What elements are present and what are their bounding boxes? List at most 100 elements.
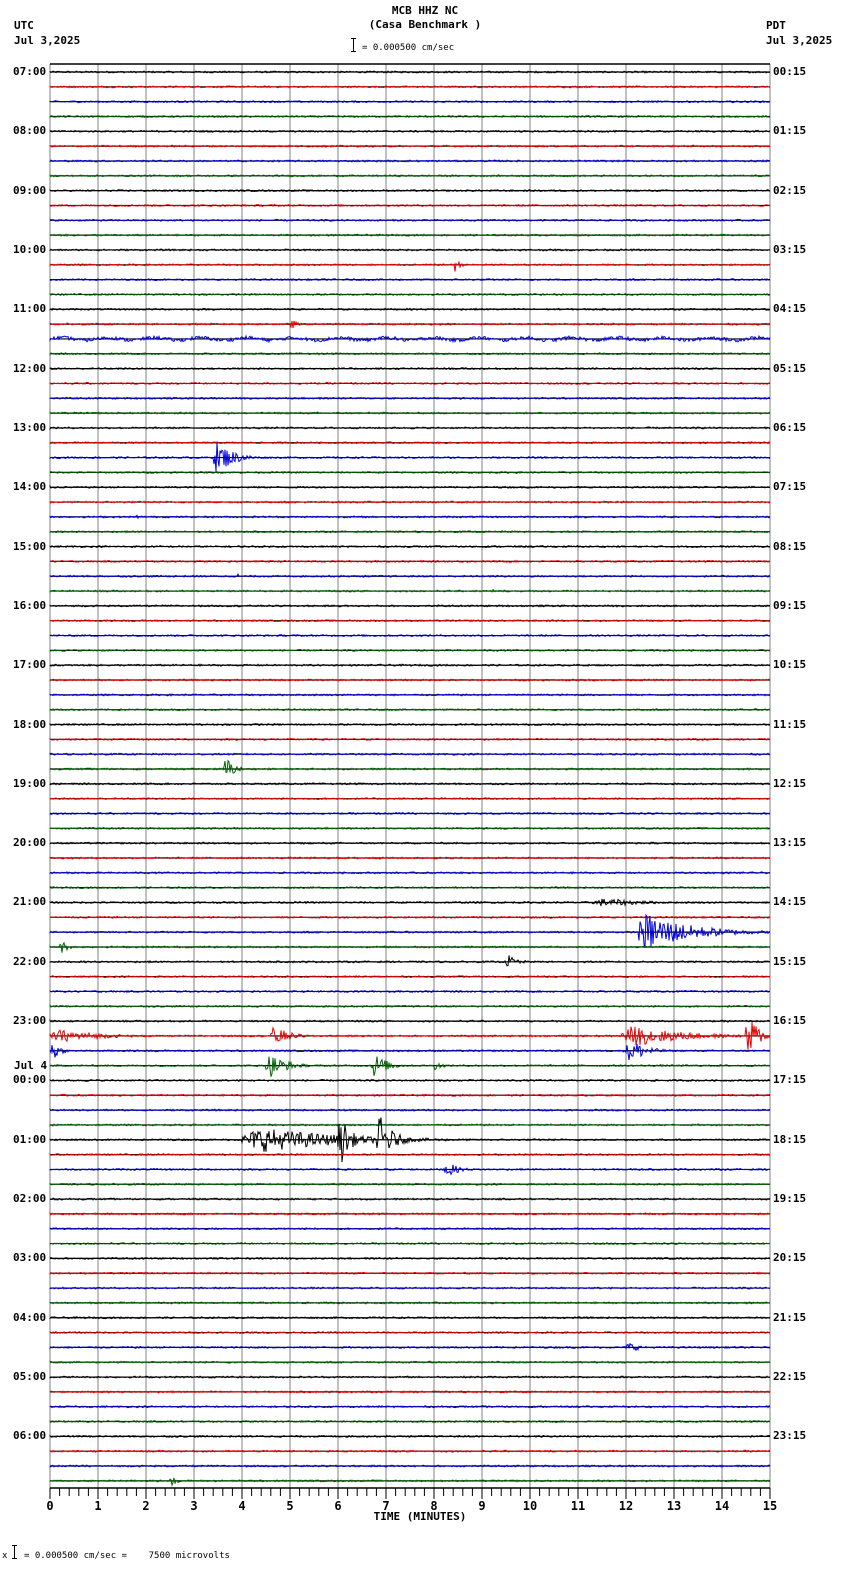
utc-hour-label: 05:00 (13, 1370, 47, 1384)
seismic-trace (49, 307, 771, 312)
x-tick-label: 9 (478, 1499, 485, 1513)
seismic-trace (49, 84, 771, 89)
seismic-trace (49, 1375, 771, 1379)
seismic-trace (49, 1330, 771, 1335)
seismic-trace (49, 1182, 771, 1187)
seismic-trace (49, 1078, 771, 1083)
seismic-trace (49, 898, 771, 907)
seismic-trace (49, 514, 771, 520)
pdt-hour-label: 01:15 (773, 124, 807, 138)
station-title: MCB HHZ NC (391, 4, 459, 17)
x-tick-label: 6 (334, 1499, 341, 1513)
utc-hour-label: 23:00 (13, 1014, 47, 1028)
seismic-trace (49, 500, 771, 504)
seismic-trace (49, 188, 771, 193)
seismic-trace (49, 707, 771, 712)
utc-hour-label: 17:00 (13, 658, 47, 672)
seismic-trace (49, 759, 771, 774)
seismic-trace (49, 737, 771, 742)
seismic-trace (49, 218, 771, 223)
x-axis-label: TIME (MINUTES) (373, 1510, 467, 1523)
seismic-trace (49, 1449, 771, 1453)
seismic-trace (49, 1003, 771, 1009)
pdt-hour-label: 13:15 (773, 836, 807, 850)
seismic-trace (49, 1107, 771, 1112)
x-tick-label: 5 (286, 1499, 293, 1513)
seismic-trace (49, 260, 771, 272)
utc-hour-label: 04:00 (13, 1310, 47, 1324)
seismic-trace (49, 426, 771, 431)
pdt-hour-label: 20:15 (773, 1251, 807, 1265)
x-tick-label: 3 (190, 1499, 197, 1513)
pdt-hour-label: 21:15 (773, 1310, 807, 1324)
x-tick-label: 10 (523, 1499, 537, 1513)
seismic-trace (49, 811, 771, 816)
pdt-hour-label: 06:15 (773, 420, 807, 434)
seismic-trace (49, 1419, 771, 1424)
utc-hour-label: 18:00 (13, 717, 47, 731)
seismic-trace (49, 173, 771, 178)
pdt-hour-label: 17:15 (773, 1073, 807, 1087)
seismic-trace (49, 233, 771, 237)
seismic-trace (49, 722, 771, 727)
utc-hour-label: 11:00 (13, 302, 47, 316)
utc-hour-label: 10:00 (13, 242, 47, 256)
x-tick-label: 15 (763, 1499, 777, 1513)
seismic-trace (49, 870, 771, 875)
utc-hour-label: 02:00 (13, 1192, 47, 1206)
seismic-trace (49, 573, 771, 579)
seismic-trace (49, 989, 770, 994)
seismic-trace (49, 411, 771, 415)
seismic-trace (49, 129, 771, 134)
seismic-trace (49, 1342, 771, 1352)
utc-hour-label: 07:00 (13, 65, 47, 78)
pdt-hour-label: 10:15 (773, 658, 807, 672)
seismic-trace (49, 440, 771, 445)
seismic-trace (49, 1056, 771, 1077)
seismic-trace (49, 1241, 770, 1246)
pdt-hour-label: 00:15 (773, 65, 807, 78)
seismic-trace (49, 1226, 771, 1231)
seismic-trace (49, 144, 771, 148)
seismic-trace (49, 1464, 771, 1468)
seismic-trace (49, 955, 771, 967)
seismic-trace (49, 529, 771, 534)
seismic-trace (49, 913, 771, 949)
pdt-hour-label: 03:15 (773, 242, 807, 256)
pdt-hour-label: 02:15 (773, 183, 807, 197)
x-tick-label: 11 (571, 1499, 585, 1513)
footer-prefix: x (2, 1551, 8, 1561)
pdt-hour-label: 19:15 (773, 1192, 807, 1206)
x-tick-label: 4 (238, 1499, 245, 1513)
seismic-trace (49, 826, 771, 831)
seismic-trace (49, 203, 771, 208)
utc-hour-label: 09:00 (13, 183, 47, 197)
seismic-trace (49, 70, 771, 74)
date-change-label: Jul 4 (14, 1059, 48, 1073)
seismic-trace (49, 1093, 771, 1098)
station-location: (Casa Benchmark ) (368, 18, 482, 31)
right-date: Jul 3,2025 (766, 34, 833, 47)
utc-hour-label: 06:00 (13, 1429, 47, 1443)
seismic-trace (49, 292, 771, 297)
seismic-trace (49, 99, 771, 104)
utc-hour-label: 03:00 (13, 1251, 47, 1265)
pdt-hour-label: 23:15 (773, 1429, 807, 1443)
utc-hour-label: 20:00 (13, 836, 47, 850)
pdt-hour-label: 09:15 (773, 598, 807, 612)
utc-hour-label: 22:00 (13, 954, 47, 968)
seismic-trace (49, 320, 771, 329)
utc-hour-label: 15:00 (13, 539, 47, 553)
seismic-trace (49, 618, 771, 623)
pdt-hour-label: 12:15 (773, 776, 807, 790)
seismic-trace (49, 277, 771, 282)
seismic-trace (49, 588, 771, 594)
seismic-trace (49, 470, 771, 475)
seismic-trace (49, 381, 771, 386)
pdt-hour-label: 04:15 (773, 302, 807, 316)
seismic-trace (49, 159, 771, 163)
seismic-trace (49, 856, 771, 860)
seismic-trace (49, 544, 770, 549)
pdt-hour-label: 07:15 (773, 480, 807, 494)
